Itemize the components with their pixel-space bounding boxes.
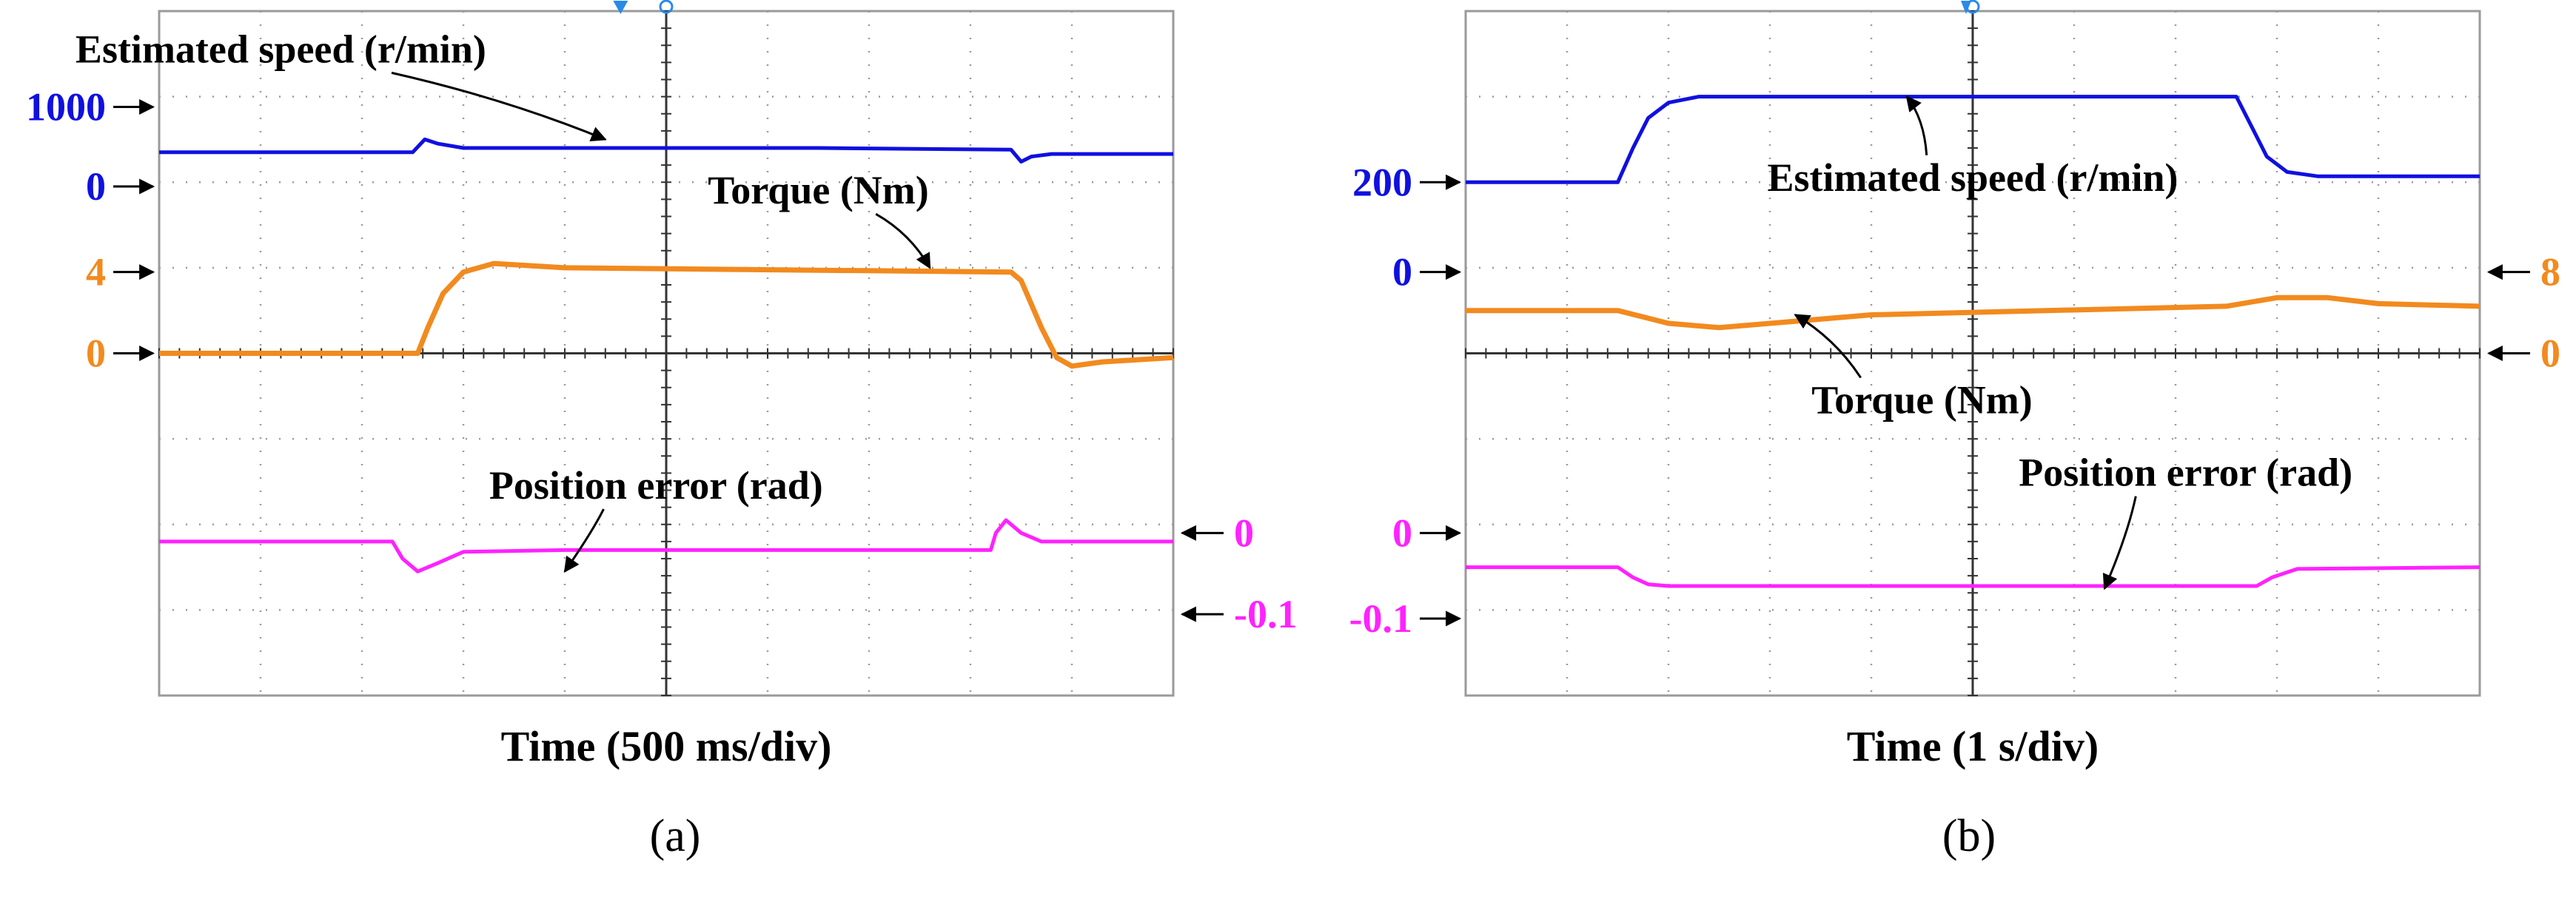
x-axis-label: Time (500 ms/div) [501, 722, 832, 770]
level-label: -0.1 [1234, 592, 1297, 636]
trace-speed [159, 137, 1173, 164]
trace-torque [159, 260, 1174, 369]
level-label: 4 [86, 250, 106, 294]
level-label: 200 [1352, 160, 1412, 204]
level-label: 8 [2540, 250, 2560, 294]
level-label: 0 [1392, 511, 1412, 555]
series-label-speed: Estimated speed (r/min) [76, 27, 486, 71]
series-arrow-speed [391, 71, 607, 141]
panel-a: Estimated speed (r/min) Torque (Nm) Positi… [26, 0, 1297, 861]
trace-speed [1466, 95, 2480, 184]
level-label: 0 [1234, 511, 1254, 555]
series-arrow-error [563, 508, 605, 573]
panel-b: Estimated speed (r/min) Torque (Nm) Positi… [1349, 0, 2560, 861]
series-label-error: Position error (rad) [489, 463, 823, 508]
level-label: -0.1 [1349, 596, 1412, 641]
trace-torque [1466, 294, 2481, 331]
level-label: 1000 [26, 85, 106, 129]
series-label-torque: Torque (Nm) [708, 168, 929, 212]
panel-caption: (b) [1942, 811, 1996, 861]
trigger-marker [613, 1, 628, 14]
series-arrow-torque [875, 212, 931, 269]
x-axis-label: Time (1 s/div) [1847, 722, 2099, 770]
series-arrow-speed [1905, 95, 1928, 155]
series-arrow-torque [1794, 314, 1862, 379]
series-arrow-error [2102, 496, 2137, 590]
trigger-circle [659, 0, 674, 14]
series-label-torque: Torque (Nm) [1811, 377, 2033, 422]
trace-error [1466, 565, 2481, 588]
level-label: 0 [86, 164, 106, 209]
panel-caption: (a) [650, 811, 701, 861]
series-label-speed: Estimated speed (r/min) [1768, 155, 2178, 200]
level-label: 0 [2540, 331, 2560, 376]
series-label-error: Position error (rad) [2019, 451, 2352, 495]
trace-error [159, 518, 1173, 573]
trigger-circle [1965, 0, 1980, 14]
level-label: 0 [86, 331, 106, 376]
level-label: 0 [1392, 250, 1412, 294]
